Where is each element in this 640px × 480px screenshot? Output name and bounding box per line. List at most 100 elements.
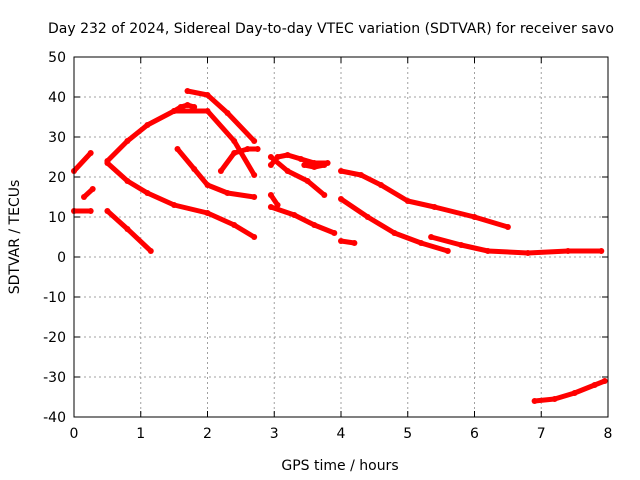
series-s5 [104,160,258,240]
series-s16 [338,168,511,230]
data-point [321,162,328,168]
data-point [104,208,111,214]
grid [74,57,608,417]
data-point [321,192,328,198]
series-line [171,102,197,114]
data-point [124,178,131,184]
data-point [431,204,438,210]
data-point [217,168,224,174]
x-tick-label: 7 [537,426,546,442]
data-point [311,222,318,228]
x-tick-label: 3 [270,426,279,442]
data-point [274,154,281,160]
x-tick-label: 2 [203,426,212,442]
data-point [458,242,465,248]
data-point [428,234,435,240]
series-s18 [531,378,608,404]
data-point [184,88,191,94]
data-point [297,156,304,162]
data-point [204,182,211,188]
data-point [204,210,211,216]
data-point [444,248,451,254]
data-point [338,238,344,244]
data-point [251,172,258,178]
plot-frame [73,56,609,418]
data-point [524,250,531,256]
series-s7 [174,146,258,200]
series-s2 [71,150,94,174]
series-s8 [217,146,261,174]
data-point [251,138,258,144]
data-point [598,248,605,254]
data-point [144,190,151,196]
data-point [284,152,291,158]
data-point [254,146,261,152]
y-tick-label: 40 [48,90,66,106]
y-tick-label: 20 [48,170,66,186]
data-point [267,162,274,168]
series-s14 [338,238,358,246]
x-axis-label: GPS time / hours [281,458,398,474]
series-s15 [338,196,451,254]
data-point [251,234,258,240]
data-point [471,214,478,220]
data-point [191,166,198,172]
series-line [428,234,604,256]
series-line [71,150,94,174]
series-line [218,146,261,174]
data-point [601,378,608,384]
data-point [191,104,198,110]
x-tick-label: 6 [470,426,479,442]
data-point [267,192,274,198]
data-point [551,396,558,402]
x-tick-label: 0 [70,426,79,442]
data-point [267,204,274,210]
data-point [184,102,191,108]
series-s4b [171,102,198,114]
y-tick-label: -40 [43,410,66,426]
data-point [591,382,598,388]
data-point [338,168,344,174]
y-tick-label: -10 [43,290,66,306]
data-point [171,108,178,114]
series-line [185,88,257,144]
data-point [565,248,571,254]
data-point [244,146,251,152]
data-point [531,398,538,404]
series-s17 [428,234,605,256]
data-point [301,162,308,168]
y-tick-labels: -40 -30 -20 -10 0 10 20 30 40 50 [43,50,66,426]
data-point [418,240,425,246]
y-axis-label: SDTVAR / TECUs [7,180,23,295]
y-tick-label: -30 [43,370,66,386]
data-point [104,160,111,166]
y-tick-label: -20 [43,330,66,346]
series-line [268,204,337,236]
series-s11b [301,162,328,170]
data-point [224,190,231,196]
data-point [274,202,281,208]
x-tick-label: 4 [337,426,346,442]
series-s13 [267,192,281,208]
data-point [331,230,338,236]
data-point [204,108,211,114]
data-point [174,146,181,152]
data-point [484,248,491,254]
series-s6 [104,208,154,254]
data-point [89,186,96,192]
data-point [311,164,318,170]
series-s1 [71,208,94,214]
data-point [404,198,411,204]
series-layer [71,88,608,404]
x-tick-label: 5 [403,426,412,442]
y-tick-label: 30 [48,130,66,146]
data-point [124,138,131,144]
data-point [204,92,211,98]
data-point [338,196,344,202]
series-s3 [81,186,96,200]
data-point [231,222,238,228]
data-point [391,230,398,236]
series-s9 [184,88,258,144]
data-point [231,150,238,156]
data-point [87,208,94,214]
